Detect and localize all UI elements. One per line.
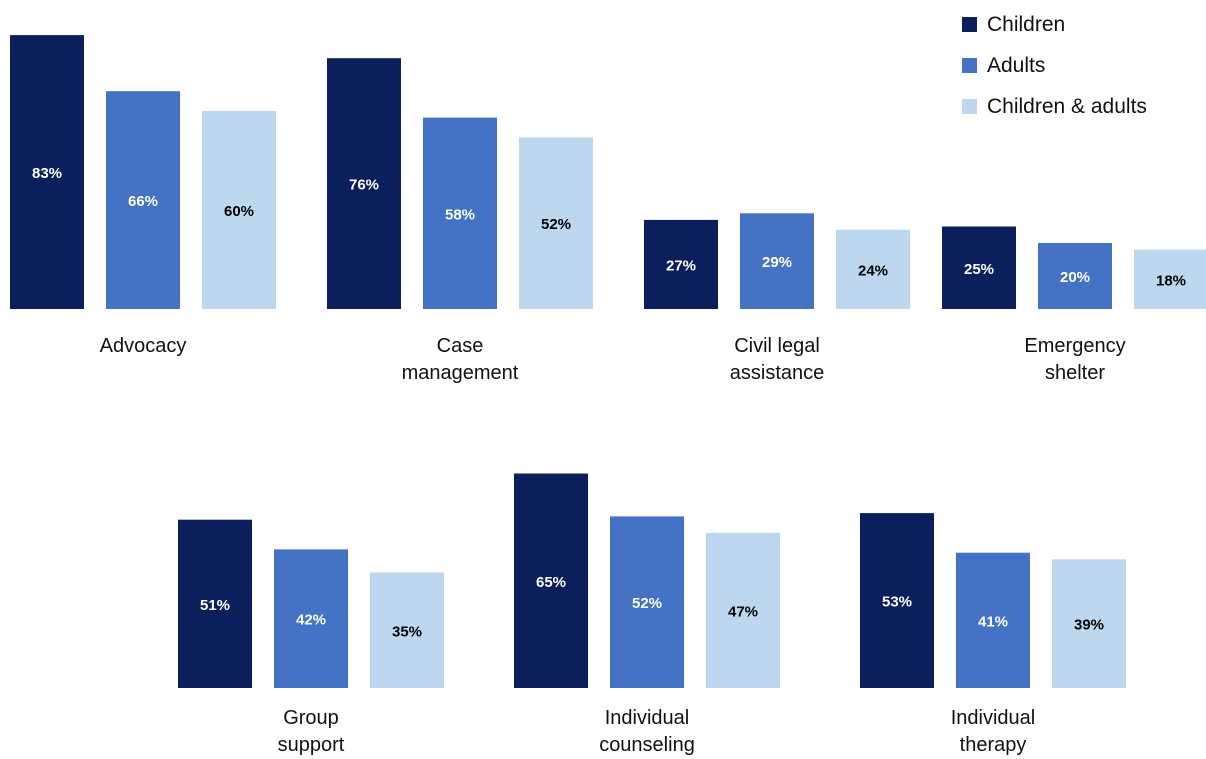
data-label-group-support-children-and-adults: 35% [392, 623, 422, 640]
bar-group-advocacy: 83% 66% 60% Advocacy [10, 35, 276, 357]
data-label-advocacy-children-and-adults: 60% [224, 203, 254, 220]
category-label-line: support [278, 734, 345, 756]
legend-item-adults: Adults [962, 45, 1147, 86]
category-label-group-support: Group support [278, 707, 345, 756]
legend-swatch-adults [962, 58, 977, 73]
category-label-line: Advocacy [100, 335, 187, 357]
category-label-line: Individual [951, 707, 1036, 729]
category-label-advocacy: Advocacy [100, 335, 187, 357]
data-label-individual-counseling-children-and-adults: 47% [728, 603, 758, 620]
bar-group-group-support: 51% 42% 35% Group support [178, 520, 444, 756]
category-label-line: shelter [1045, 362, 1105, 384]
category-label-line: therapy [960, 734, 1027, 756]
category-label-civil-legal-assistance: Civil legal assistance [730, 335, 825, 384]
category-label-individual-counseling: Individual counseling [599, 707, 695, 756]
data-label-emergency-shelter-adults: 20% [1060, 269, 1090, 286]
category-label-case-management: Case management [402, 335, 519, 384]
category-label-line: Group [283, 707, 339, 729]
legend-label-adults: Adults [987, 54, 1045, 78]
data-label-group-support-children: 51% [200, 597, 230, 614]
legend-swatch-children [962, 17, 977, 32]
bar-group-individual-therapy: 53% 41% 39% Individual therapy [860, 513, 1126, 756]
data-label-individual-therapy-children-and-adults: 39% [1074, 617, 1104, 634]
legend-label-children: Children [987, 13, 1065, 37]
bar-group-emergency-shelter: 25% 20% 18% Emergency shelter [942, 227, 1206, 385]
data-label-individual-counseling-children: 65% [536, 574, 566, 591]
category-label-individual-therapy: Individual therapy [951, 707, 1036, 756]
category-label-line: Civil legal [734, 335, 820, 357]
data-label-case-management-adults: 58% [445, 206, 475, 223]
legend-swatch-children-and-adults [962, 99, 977, 114]
data-label-individual-therapy-children: 53% [882, 594, 912, 611]
legend-item-children-and-adults: Children & adults [962, 86, 1147, 127]
category-label-line: Individual [605, 707, 690, 729]
category-label-line: Case [437, 335, 484, 357]
category-label-line: counseling [599, 734, 695, 756]
data-label-emergency-shelter-children: 25% [964, 261, 994, 278]
data-label-civil-legal-assistance-children: 27% [666, 257, 696, 274]
bar-group-civil-legal-assistance: 27% 29% 24% Civil legal assistance [644, 213, 910, 384]
legend-item-children: Children [962, 4, 1147, 45]
data-label-group-support-adults: 42% [296, 612, 326, 629]
legend-label-children-and-adults: Children & adults [987, 95, 1147, 119]
category-label-line: management [402, 362, 519, 384]
data-label-civil-legal-assistance-children-and-adults: 24% [858, 262, 888, 279]
data-label-individual-therapy-adults: 41% [978, 613, 1008, 630]
category-label-line: assistance [730, 362, 825, 384]
data-label-emergency-shelter-children-and-adults: 18% [1156, 272, 1186, 289]
data-label-individual-counseling-adults: 52% [632, 595, 662, 612]
data-label-case-management-children-and-adults: 52% [541, 216, 571, 233]
category-label-emergency-shelter: Emergency shelter [1024, 335, 1125, 384]
data-label-advocacy-children: 83% [32, 165, 62, 182]
bar-group-case-management: 76% 58% 52% Case management [327, 58, 593, 384]
data-label-case-management-children: 76% [349, 177, 379, 194]
legend: Children Adults Children & adults [962, 4, 1147, 127]
data-label-advocacy-adults: 66% [128, 193, 158, 210]
category-label-line: Emergency [1024, 335, 1125, 357]
bar-group-individual-counseling: 65% 52% 47% Individual counseling [514, 474, 780, 757]
data-label-civil-legal-assistance-adults: 29% [762, 254, 792, 271]
